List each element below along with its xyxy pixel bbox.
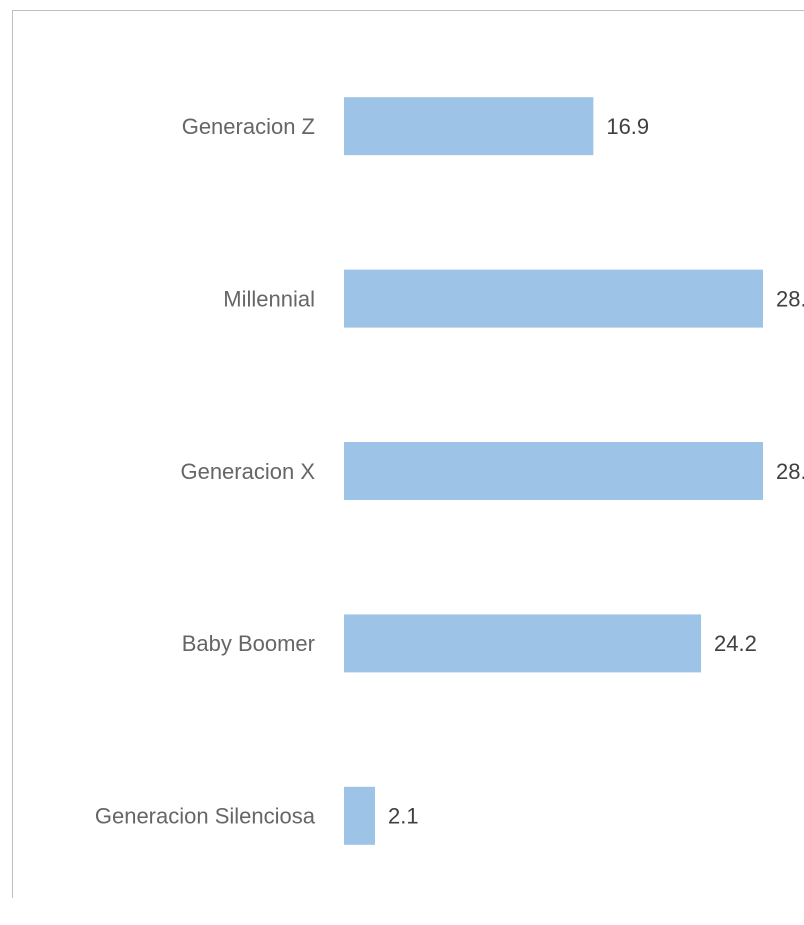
category-label: Generacion Z: [182, 114, 315, 139]
value-label: 28.4: [776, 286, 804, 311]
category-label: Millennial: [223, 286, 315, 311]
category-label: Generacion Silenciosa: [95, 804, 316, 829]
value-label: 2.1: [388, 804, 419, 829]
bar: [344, 614, 702, 673]
bar: [344, 442, 763, 500]
value-label: 16.9: [606, 114, 649, 139]
bar: [344, 97, 594, 156]
category-label: Generacion X: [180, 459, 315, 484]
bar: [344, 786, 375, 845]
bar: [344, 269, 763, 328]
category-label: Baby Boomer: [182, 631, 315, 656]
value-label: 24.2: [714, 631, 757, 656]
value-label: 28.4: [776, 459, 804, 484]
